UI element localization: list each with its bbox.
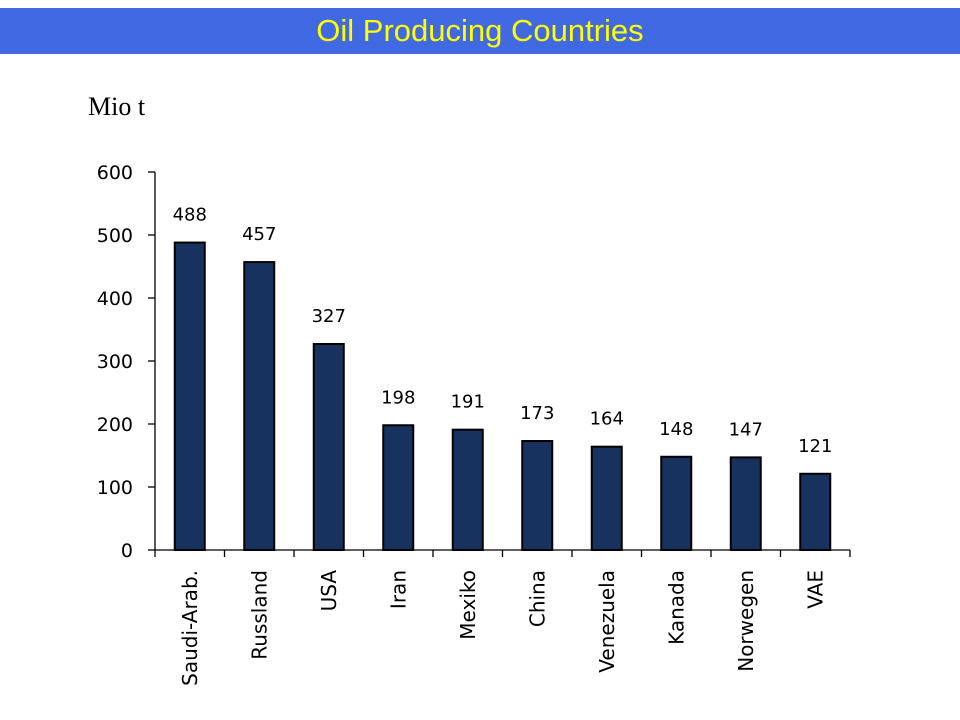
category-label: Mexiko bbox=[456, 570, 480, 640]
data-label: 173 bbox=[520, 403, 554, 424]
y-tick-label: 600 bbox=[97, 162, 133, 184]
y-tick-label: 300 bbox=[97, 351, 133, 373]
category-label: Iran bbox=[386, 570, 410, 609]
category-label: VAE bbox=[803, 570, 827, 609]
category-label: USA bbox=[317, 570, 341, 612]
data-label: 164 bbox=[590, 409, 624, 430]
y-tick-label: 0 bbox=[121, 540, 133, 562]
category-label: Russland bbox=[247, 570, 271, 660]
data-label: 327 bbox=[312, 306, 346, 327]
data-label: 488 bbox=[173, 205, 207, 226]
category-label: Saudi-Arab. bbox=[178, 570, 202, 686]
category-label: Kanada bbox=[664, 570, 688, 645]
bar bbox=[590, 445, 623, 551]
y-axis-unit-label: Mio t bbox=[88, 92, 146, 121]
bar bbox=[799, 472, 832, 551]
y-tick-label: 400 bbox=[97, 288, 133, 310]
bar bbox=[521, 440, 554, 552]
data-label: 147 bbox=[729, 419, 763, 440]
title-banner: Oil Producing Countries bbox=[0, 8, 960, 54]
bar bbox=[243, 261, 276, 551]
bar bbox=[312, 342, 345, 551]
data-label: 121 bbox=[798, 436, 832, 457]
bar bbox=[660, 455, 693, 552]
data-label: 148 bbox=[659, 419, 693, 440]
page-title: Oil Producing Countries bbox=[316, 13, 644, 48]
category-label: Norwegen bbox=[734, 570, 758, 672]
data-label: 191 bbox=[451, 392, 485, 413]
y-tick-label: 500 bbox=[97, 225, 133, 247]
bar bbox=[451, 428, 484, 552]
category-label: Venezuela bbox=[595, 570, 619, 673]
data-label: 457 bbox=[242, 224, 276, 245]
y-tick-label: 200 bbox=[97, 414, 133, 436]
y-tick-label: 100 bbox=[97, 477, 133, 499]
category-label: China bbox=[525, 570, 549, 627]
bar bbox=[173, 241, 206, 551]
data-label: 198 bbox=[381, 387, 415, 408]
bar bbox=[729, 456, 762, 552]
bar bbox=[382, 424, 415, 552]
